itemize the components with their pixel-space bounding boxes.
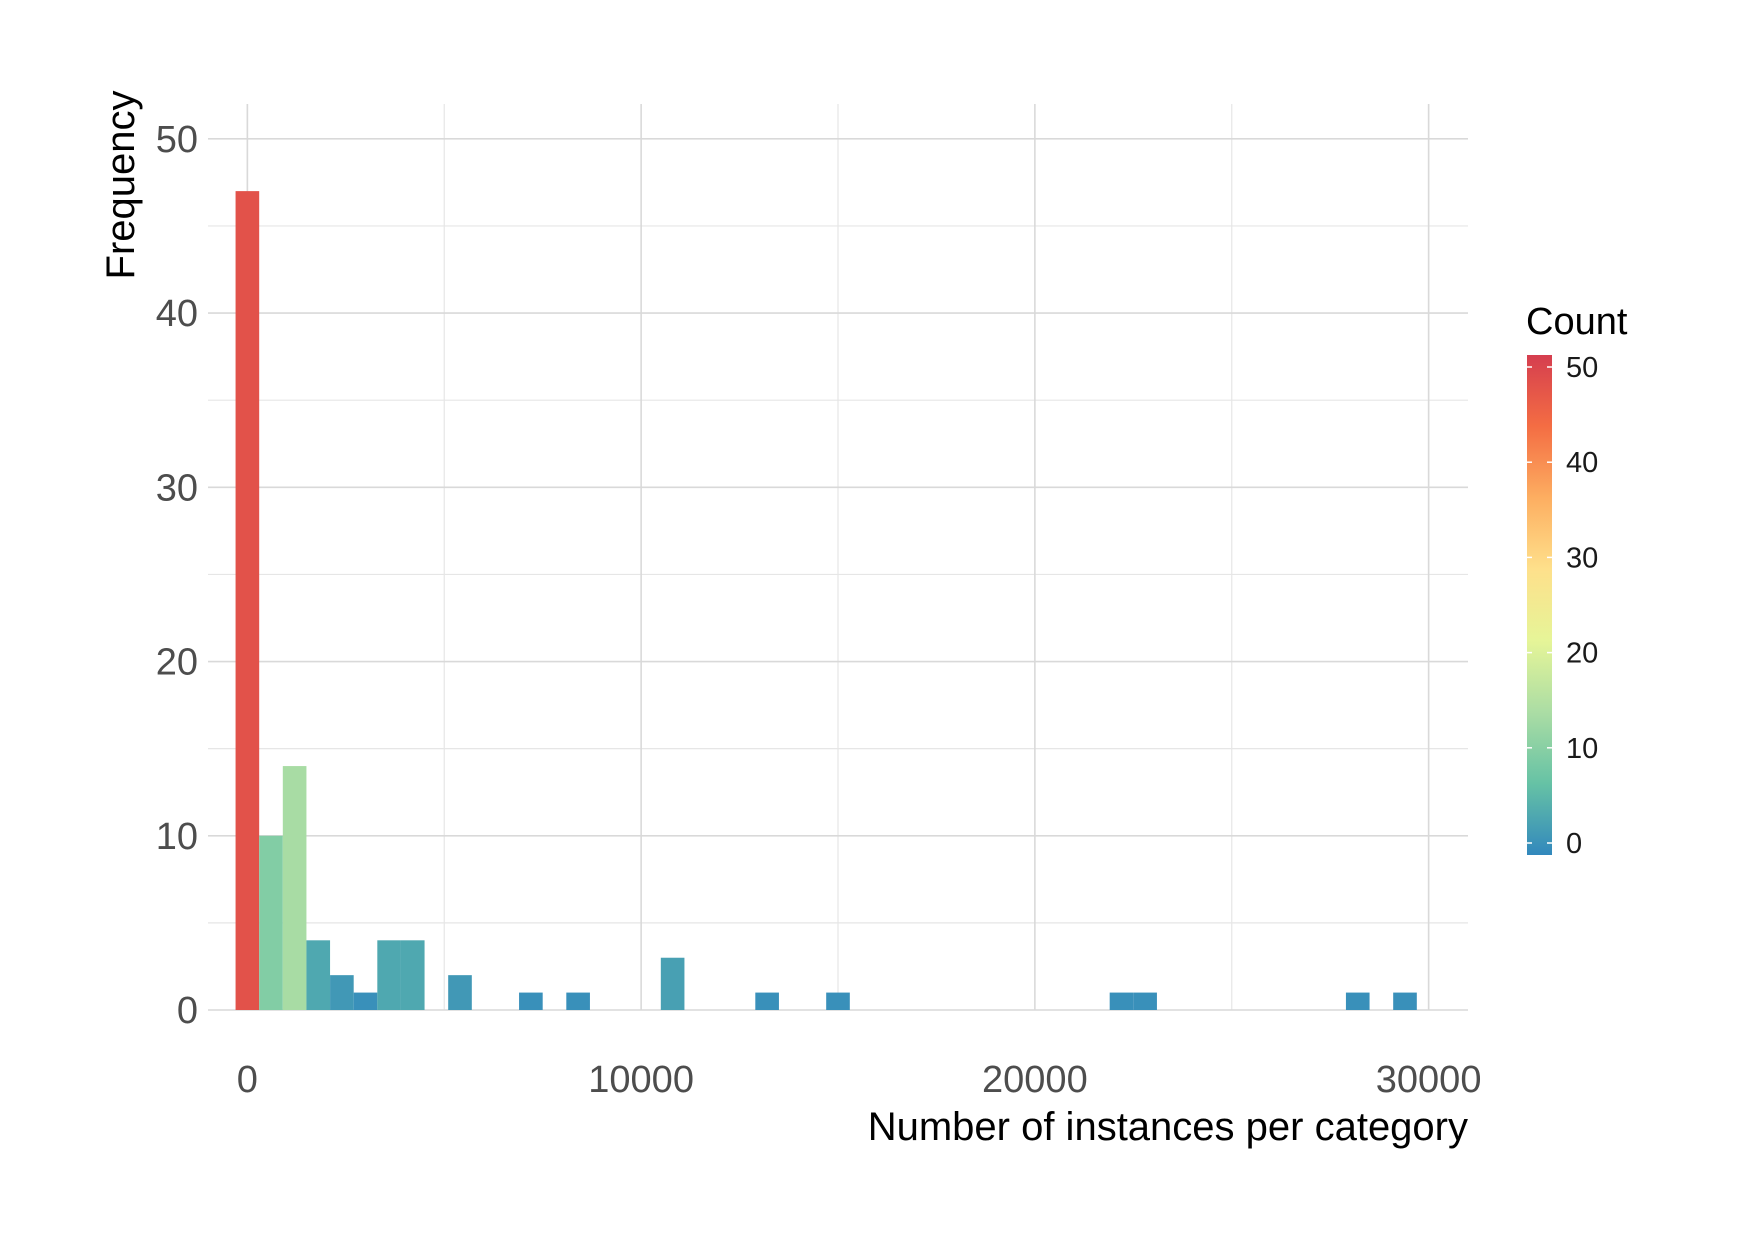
- x-tick-label: 10000: [588, 1059, 694, 1101]
- histogram-bar: [660, 957, 685, 1010]
- y-tick-label: 40: [156, 293, 198, 335]
- y-tick-label: 10: [156, 816, 198, 858]
- histogram-bar: [377, 940, 401, 1010]
- x-axis-title: Number of instances per category: [868, 1105, 1468, 1149]
- x-tick-label: 30000: [1376, 1059, 1482, 1101]
- legend-tick-labels: 0 10 20 30 40 50: [1527, 352, 1598, 860]
- histogram-bar: [235, 191, 260, 1011]
- histogram-bar: [755, 992, 779, 1010]
- color-legend: Count 0 10 20 30 40 50: [1526, 301, 1628, 860]
- histogram-bar: [306, 940, 331, 1010]
- legend-title: Count: [1526, 301, 1628, 343]
- y-axis-title: Frequency: [99, 91, 143, 280]
- histogram-bar: [519, 992, 543, 1010]
- y-tick-label: 0: [177, 990, 198, 1032]
- y-tick-label: 50: [156, 119, 198, 161]
- y-axis-tick-labels: 0 10 20 30 40 50: [156, 119, 198, 1032]
- legend-tick-label: 0: [1566, 828, 1582, 860]
- legend-tick-label: 50: [1566, 352, 1598, 384]
- legend-tick-label: 10: [1566, 733, 1598, 765]
- histogram-bar: [259, 835, 283, 1010]
- histogram-bar: [1345, 992, 1370, 1010]
- legend-colorbar: [1527, 355, 1552, 855]
- histogram-bar: [1109, 992, 1134, 1010]
- grid-lines: [208, 104, 1468, 1011]
- histogram-bar: [1393, 992, 1417, 1010]
- x-axis-tick-labels: 0 10000 20000 30000: [237, 1059, 1482, 1101]
- histogram-bar: [566, 992, 590, 1010]
- histogram-bars: [235, 191, 1417, 1011]
- legend-tick-label: 20: [1566, 638, 1598, 670]
- x-tick-label: 0: [237, 1059, 258, 1101]
- histogram-bar: [282, 766, 307, 1010]
- y-tick-label: 30: [156, 467, 198, 509]
- histogram-bar: [1133, 992, 1157, 1010]
- histogram-bar: [826, 992, 850, 1010]
- histogram-bar: [330, 975, 354, 1010]
- histogram-bar: [353, 992, 378, 1010]
- histogram-bar: [448, 975, 472, 1010]
- x-tick-label: 20000: [982, 1059, 1088, 1101]
- y-tick-label: 20: [156, 642, 198, 684]
- histogram-bar: [400, 940, 425, 1010]
- legend-tick-label: 30: [1566, 542, 1598, 574]
- legend-tick-label: 40: [1566, 447, 1598, 479]
